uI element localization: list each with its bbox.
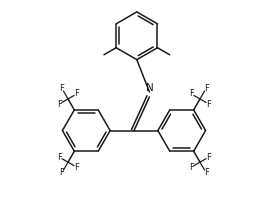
Text: F: F — [206, 100, 211, 109]
Text: F: F — [204, 168, 209, 177]
Text: F: F — [59, 168, 64, 177]
Text: F: F — [57, 153, 62, 162]
Text: F: F — [75, 163, 79, 172]
Text: F: F — [75, 89, 79, 98]
Text: F: F — [189, 89, 193, 98]
Text: F: F — [189, 163, 193, 172]
Text: F: F — [204, 84, 209, 93]
Text: F: F — [57, 100, 62, 109]
Text: N: N — [146, 83, 154, 93]
Text: F: F — [206, 153, 211, 162]
Text: F: F — [59, 84, 64, 93]
